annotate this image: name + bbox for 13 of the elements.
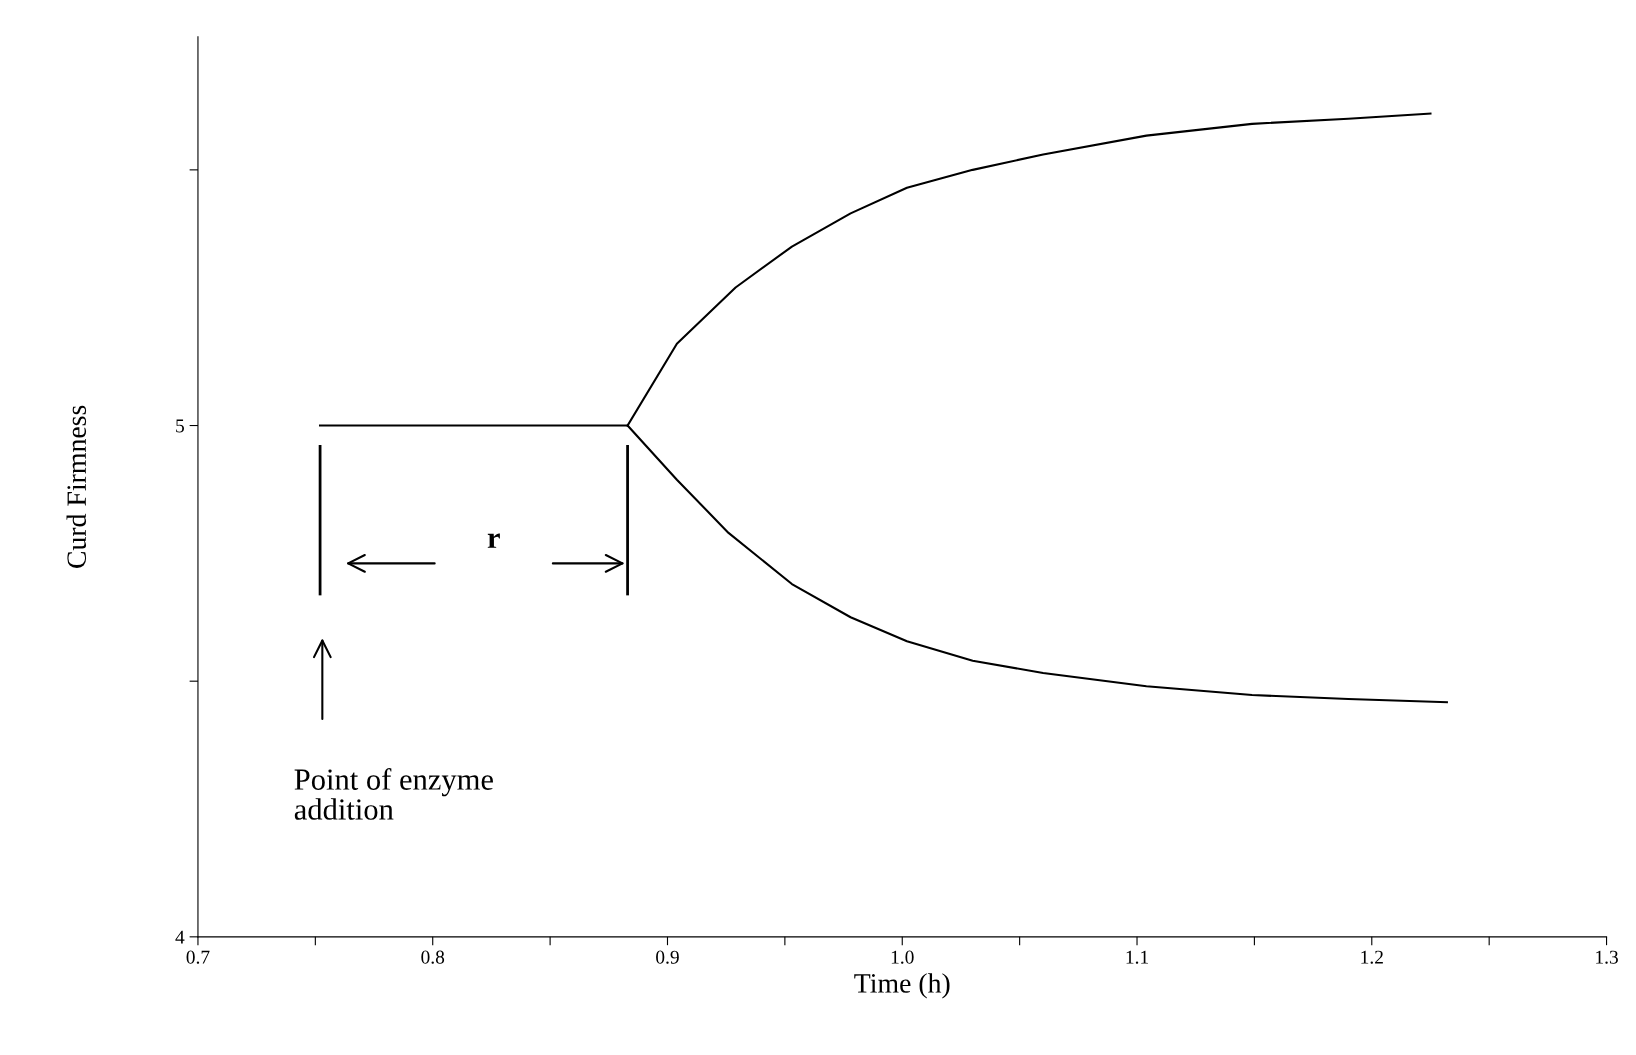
- x-tick-label: 1.2: [1361, 950, 1383, 964]
- x-tick-label: 1.1: [1126, 950, 1149, 964]
- x-tick-label: 1.0: [891, 950, 914, 964]
- x-tick-label: 1.3: [1596, 950, 1618, 964]
- y-tick-label: 5: [176, 419, 184, 433]
- x-tick-label: 0.8: [421, 950, 445, 964]
- y-axis-title: Curd Firmness: [66, 405, 87, 568]
- x-axis-title: Time (h): [854, 973, 950, 999]
- x-tick-label: 0.7: [186, 950, 210, 964]
- x-tick-label: 0.9: [656, 950, 679, 964]
- y-tick-label: 4: [175, 930, 185, 944]
- annotation: Point of enzyme addition: [294, 768, 493, 820]
- annotation: r: [487, 533, 500, 548]
